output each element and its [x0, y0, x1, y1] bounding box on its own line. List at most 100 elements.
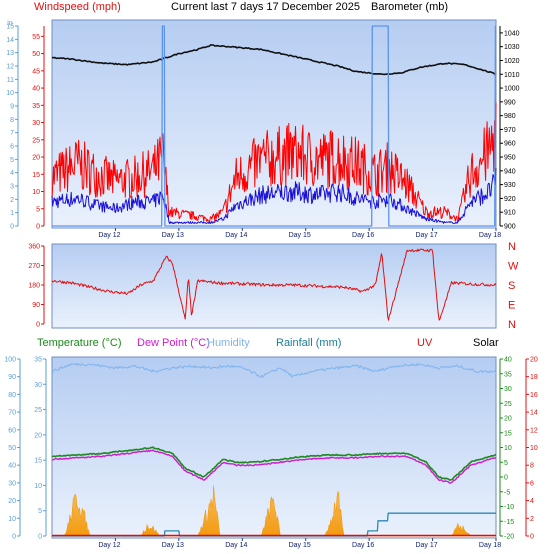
temp-day-label: Day 15: [289, 542, 311, 549]
average-wind-series: [51, 167, 497, 225]
barometer-axis-tick-label: 1040: [504, 30, 520, 37]
temperature-right-axis-tick-label: -20: [504, 534, 514, 541]
wind-day-label: Day 15: [289, 232, 311, 239]
rainfall-axis-tick-label: 3: [10, 184, 14, 191]
temperature-left-axis-tick-label: 25: [34, 407, 42, 414]
humidity-axis-tick-label: 10: [8, 516, 16, 523]
humidity-axis-tick-label: 70: [8, 410, 16, 417]
barometer-axis-tick-label: 950: [504, 155, 516, 162]
rainfall-axis-tick-label: 4: [10, 170, 14, 177]
barometer-axis-tick-label: 1000: [504, 86, 520, 93]
temperature-series: [51, 446, 497, 481]
rainfall-axis-tick-label: 0: [10, 224, 14, 231]
uv-axis-tick-label: 0: [530, 534, 534, 541]
uv-axis-tick-label: 14: [530, 410, 538, 417]
temperature-left-axis-tick-label: 20: [34, 432, 42, 439]
windspeed-axis-tick-label: 0: [36, 224, 40, 231]
cardinal-label-w: W: [508, 261, 519, 273]
direction-axis-tick-label: 360: [28, 244, 40, 251]
legend-dew-point: Dew Point (°C): [137, 337, 210, 349]
windspeed-axis-tick-label: 40: [32, 86, 40, 93]
temperature-right-axis-tick-label: 30: [504, 386, 512, 393]
uv-axis-tick-label: 20: [530, 357, 538, 364]
uv-axis-tick-label: 2: [530, 516, 534, 523]
humidity-axis-tick-label: 20: [8, 498, 16, 505]
cardinal-label-s: S: [508, 280, 515, 292]
windspeed-axis-tick-label: 55: [32, 34, 40, 41]
uv-axis-tick-label: 18: [530, 374, 538, 381]
barometer-axis-tick-label: 1020: [504, 58, 520, 65]
direction-axis-tick-label: 0: [36, 322, 40, 329]
direction-axis-tick-label: 90: [32, 302, 40, 309]
cardinal-label-e: E: [508, 300, 515, 312]
windspeed-axis-title: Windspeed (mph): [34, 1, 121, 13]
humidity-axis-tick-label: 80: [8, 392, 16, 399]
humidity-axis-tick-label: 60: [8, 427, 16, 434]
rainfall-axis-tick-label: 2: [10, 197, 14, 204]
dew-point-series: [51, 449, 497, 484]
barometer-axis-title: Barometer (mb): [371, 1, 448, 13]
humidity-axis-tick-label: 30: [8, 480, 16, 487]
temperature-right-axis-tick-label: 5: [504, 460, 508, 467]
temp-day-label: Day 17: [415, 542, 437, 549]
wind-direction-series: [51, 248, 497, 321]
rainfall-axis-tick-label: 8: [10, 117, 14, 124]
barometer-axis-tick-label: 900: [504, 224, 516, 231]
legend-rainfall: Rainfall (mm): [276, 337, 341, 349]
gust-series: [51, 102, 497, 223]
barometer-axis-tick-label: 970: [504, 127, 516, 134]
wind-plot-area: [51, 19, 497, 229]
temperature-right-axis-tick-label: 10: [504, 445, 512, 452]
wind-day-label: Day 16: [352, 232, 374, 239]
barometer-axis-tick-label: 1010: [504, 72, 520, 79]
barometer-axis-tick-label: 940: [504, 168, 516, 175]
barometer-axis-tick-label: 920: [504, 196, 516, 203]
temperature-left-axis-tick-label: 15: [34, 458, 42, 465]
windspeed-axis-tick-label: 50: [32, 51, 40, 58]
humidity-axis-tick-label: 90: [8, 374, 16, 381]
cardinal-label-n: N: [508, 319, 516, 331]
rainfall-axis-tick-label: 1: [10, 210, 14, 217]
uv-axis-tick-label: 8: [530, 463, 534, 470]
rainfall-axis-tick-label: 6: [10, 144, 14, 151]
direction-axis-tick-label: 270: [28, 263, 40, 270]
temperature-left-axis-tick-label: 5: [38, 508, 42, 515]
temperature-right-axis-tick-label: 35: [504, 371, 512, 378]
temperature-right-axis-tick-label: -15: [504, 519, 514, 526]
windspeed-axis-tick-label: 45: [32, 68, 40, 75]
rainfall-axis-tick-label: 7: [10, 130, 14, 137]
temp-day-label: Day 16: [352, 542, 374, 549]
rainfall-axis-tick-label: 9: [10, 104, 14, 111]
wind-day-label: Day 13: [162, 232, 184, 239]
temperature-left-axis-tick-label: 0: [38, 534, 42, 541]
temperature-right-axis-tick-label: 0: [504, 475, 508, 482]
legend-humidity: Humidity: [207, 337, 250, 349]
rainfall-axis-tick-label: 13: [6, 50, 14, 57]
uv-axis-tick-label: 6: [530, 480, 534, 487]
temperature-right-axis-tick-label: 25: [504, 401, 512, 408]
temperature-right-axis-tick-label: 20: [504, 416, 512, 423]
windspeed-axis-tick-label: 30: [32, 120, 40, 127]
direction-plot-area: [51, 243, 497, 329]
temperature-left-axis-tick-label: 10: [34, 483, 42, 490]
uv-axis-tick-label: 12: [530, 427, 538, 434]
humidity-axis-tick-label: 50: [8, 445, 16, 452]
uv-axis-tick-label: 10: [530, 445, 538, 452]
rainfall-mm-series: [52, 512, 496, 537]
barometer-axis-tick-label: 1030: [504, 44, 520, 51]
temperature-right-axis-tick-label: -5: [504, 489, 510, 496]
temp-day-label: Day 18: [479, 542, 501, 549]
windspeed-axis-tick-label: 35: [32, 103, 40, 110]
temperature-right-axis-tick-label: -10: [504, 504, 514, 511]
humidity-axis-tick-label: 0: [12, 534, 16, 541]
temp-day-label: Day 14: [225, 542, 247, 549]
temperature-left-axis-tick-label: 35: [34, 357, 42, 364]
temp-day-label: Day 13: [162, 542, 184, 549]
barometer-axis-tick-label: 910: [504, 210, 516, 217]
windspeed-axis-tick-label: 15: [32, 172, 40, 179]
windspeed-axis-tick-label: 10: [32, 189, 40, 196]
humidity-axis-tick-label: 100: [4, 357, 16, 364]
cardinal-label-n: N: [508, 241, 516, 253]
direction-axis-tick-label: 180: [28, 283, 40, 290]
